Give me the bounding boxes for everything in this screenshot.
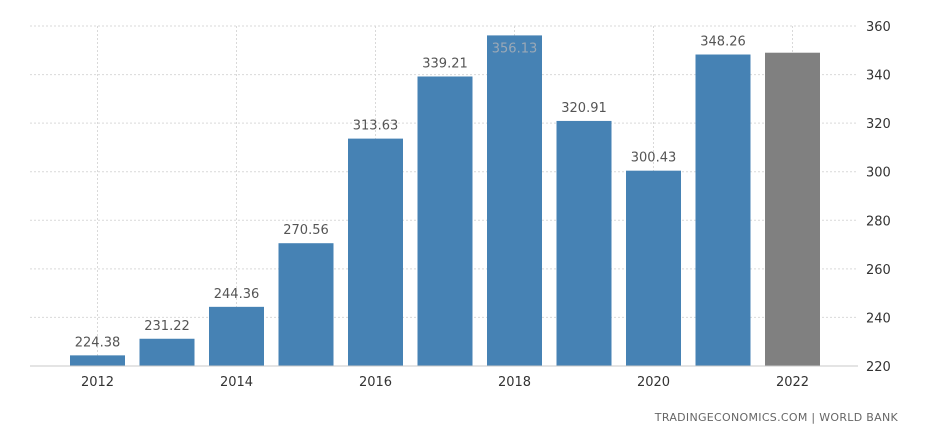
y-tick-label: 280 — [866, 214, 891, 229]
x-tick-label: 2016 — [359, 375, 392, 390]
y-tick-label: 300 — [866, 166, 891, 181]
data-label: 244.36 — [214, 287, 260, 302]
data-label: 313.63 — [353, 119, 399, 134]
y-tick-label: 340 — [866, 69, 891, 84]
bar-2014 — [209, 306, 264, 366]
bar-2019 — [556, 120, 612, 366]
bar-2021 — [695, 54, 751, 367]
y-tick-label: 360 — [866, 20, 891, 35]
bar-2022 — [765, 52, 820, 366]
bar-2016 — [348, 138, 403, 366]
data-label: 224.38 — [75, 335, 121, 350]
data-label: 339.21 — [422, 56, 468, 71]
x-tick-label: 2020 — [637, 375, 670, 390]
data-label: 348.26 — [700, 35, 746, 50]
bar-2020 — [626, 170, 681, 366]
source-credit: TRADINGECONOMICS.COM | WORLD BANK — [654, 411, 898, 424]
x-tick-label: 2022 — [776, 375, 809, 390]
y-tick-label: 320 — [866, 117, 891, 132]
bar-2015 — [278, 243, 334, 366]
bar-2018 — [487, 35, 542, 367]
y-tick-label: 260 — [866, 263, 891, 278]
y-tick-label: 240 — [866, 311, 891, 326]
data-label: 231.22 — [144, 319, 190, 334]
data-label: 320.91 — [561, 101, 607, 116]
bar-2017 — [417, 76, 473, 367]
y-tick-label: 220 — [866, 360, 891, 375]
x-tick-label: 2018 — [498, 375, 531, 390]
data-label: 356.13 — [492, 41, 538, 56]
data-label: 300.43 — [631, 151, 677, 166]
x-tick-label: 2014 — [220, 375, 253, 390]
data-label: 270.56 — [283, 223, 329, 238]
bar-2013 — [139, 338, 195, 366]
x-tick-label: 2012 — [81, 375, 114, 390]
bar-2012 — [70, 355, 125, 366]
